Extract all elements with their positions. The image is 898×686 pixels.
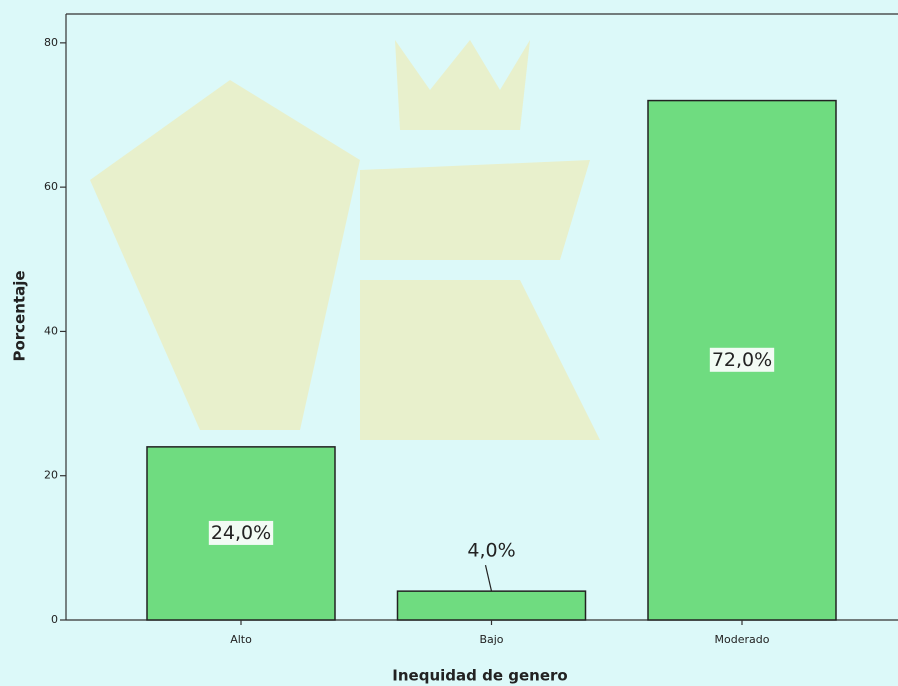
y-tick-label: 80 <box>44 36 58 49</box>
y-tick-label: 0 <box>51 613 58 626</box>
x-tick-label: Alto <box>230 633 252 646</box>
y-axis-title: Porcentaje <box>11 270 29 361</box>
x-tick-label: Moderado <box>715 633 770 646</box>
x-tick-label: Bajo <box>479 633 503 646</box>
y-tick-label: 40 <box>44 324 58 337</box>
chart: Inequidad de genero Porcentaje 0 20 40 60 80… <box>0 0 898 686</box>
value-label: 72,0% <box>712 349 772 371</box>
bar <box>398 591 586 620</box>
y-tick-label: 20 <box>44 469 58 482</box>
value-label: 24,0% <box>211 522 271 544</box>
x-axis-title: Inequidad de genero <box>392 667 567 685</box>
y-tick-label: 60 <box>44 180 58 193</box>
value-label: 4,0% <box>467 540 515 562</box>
